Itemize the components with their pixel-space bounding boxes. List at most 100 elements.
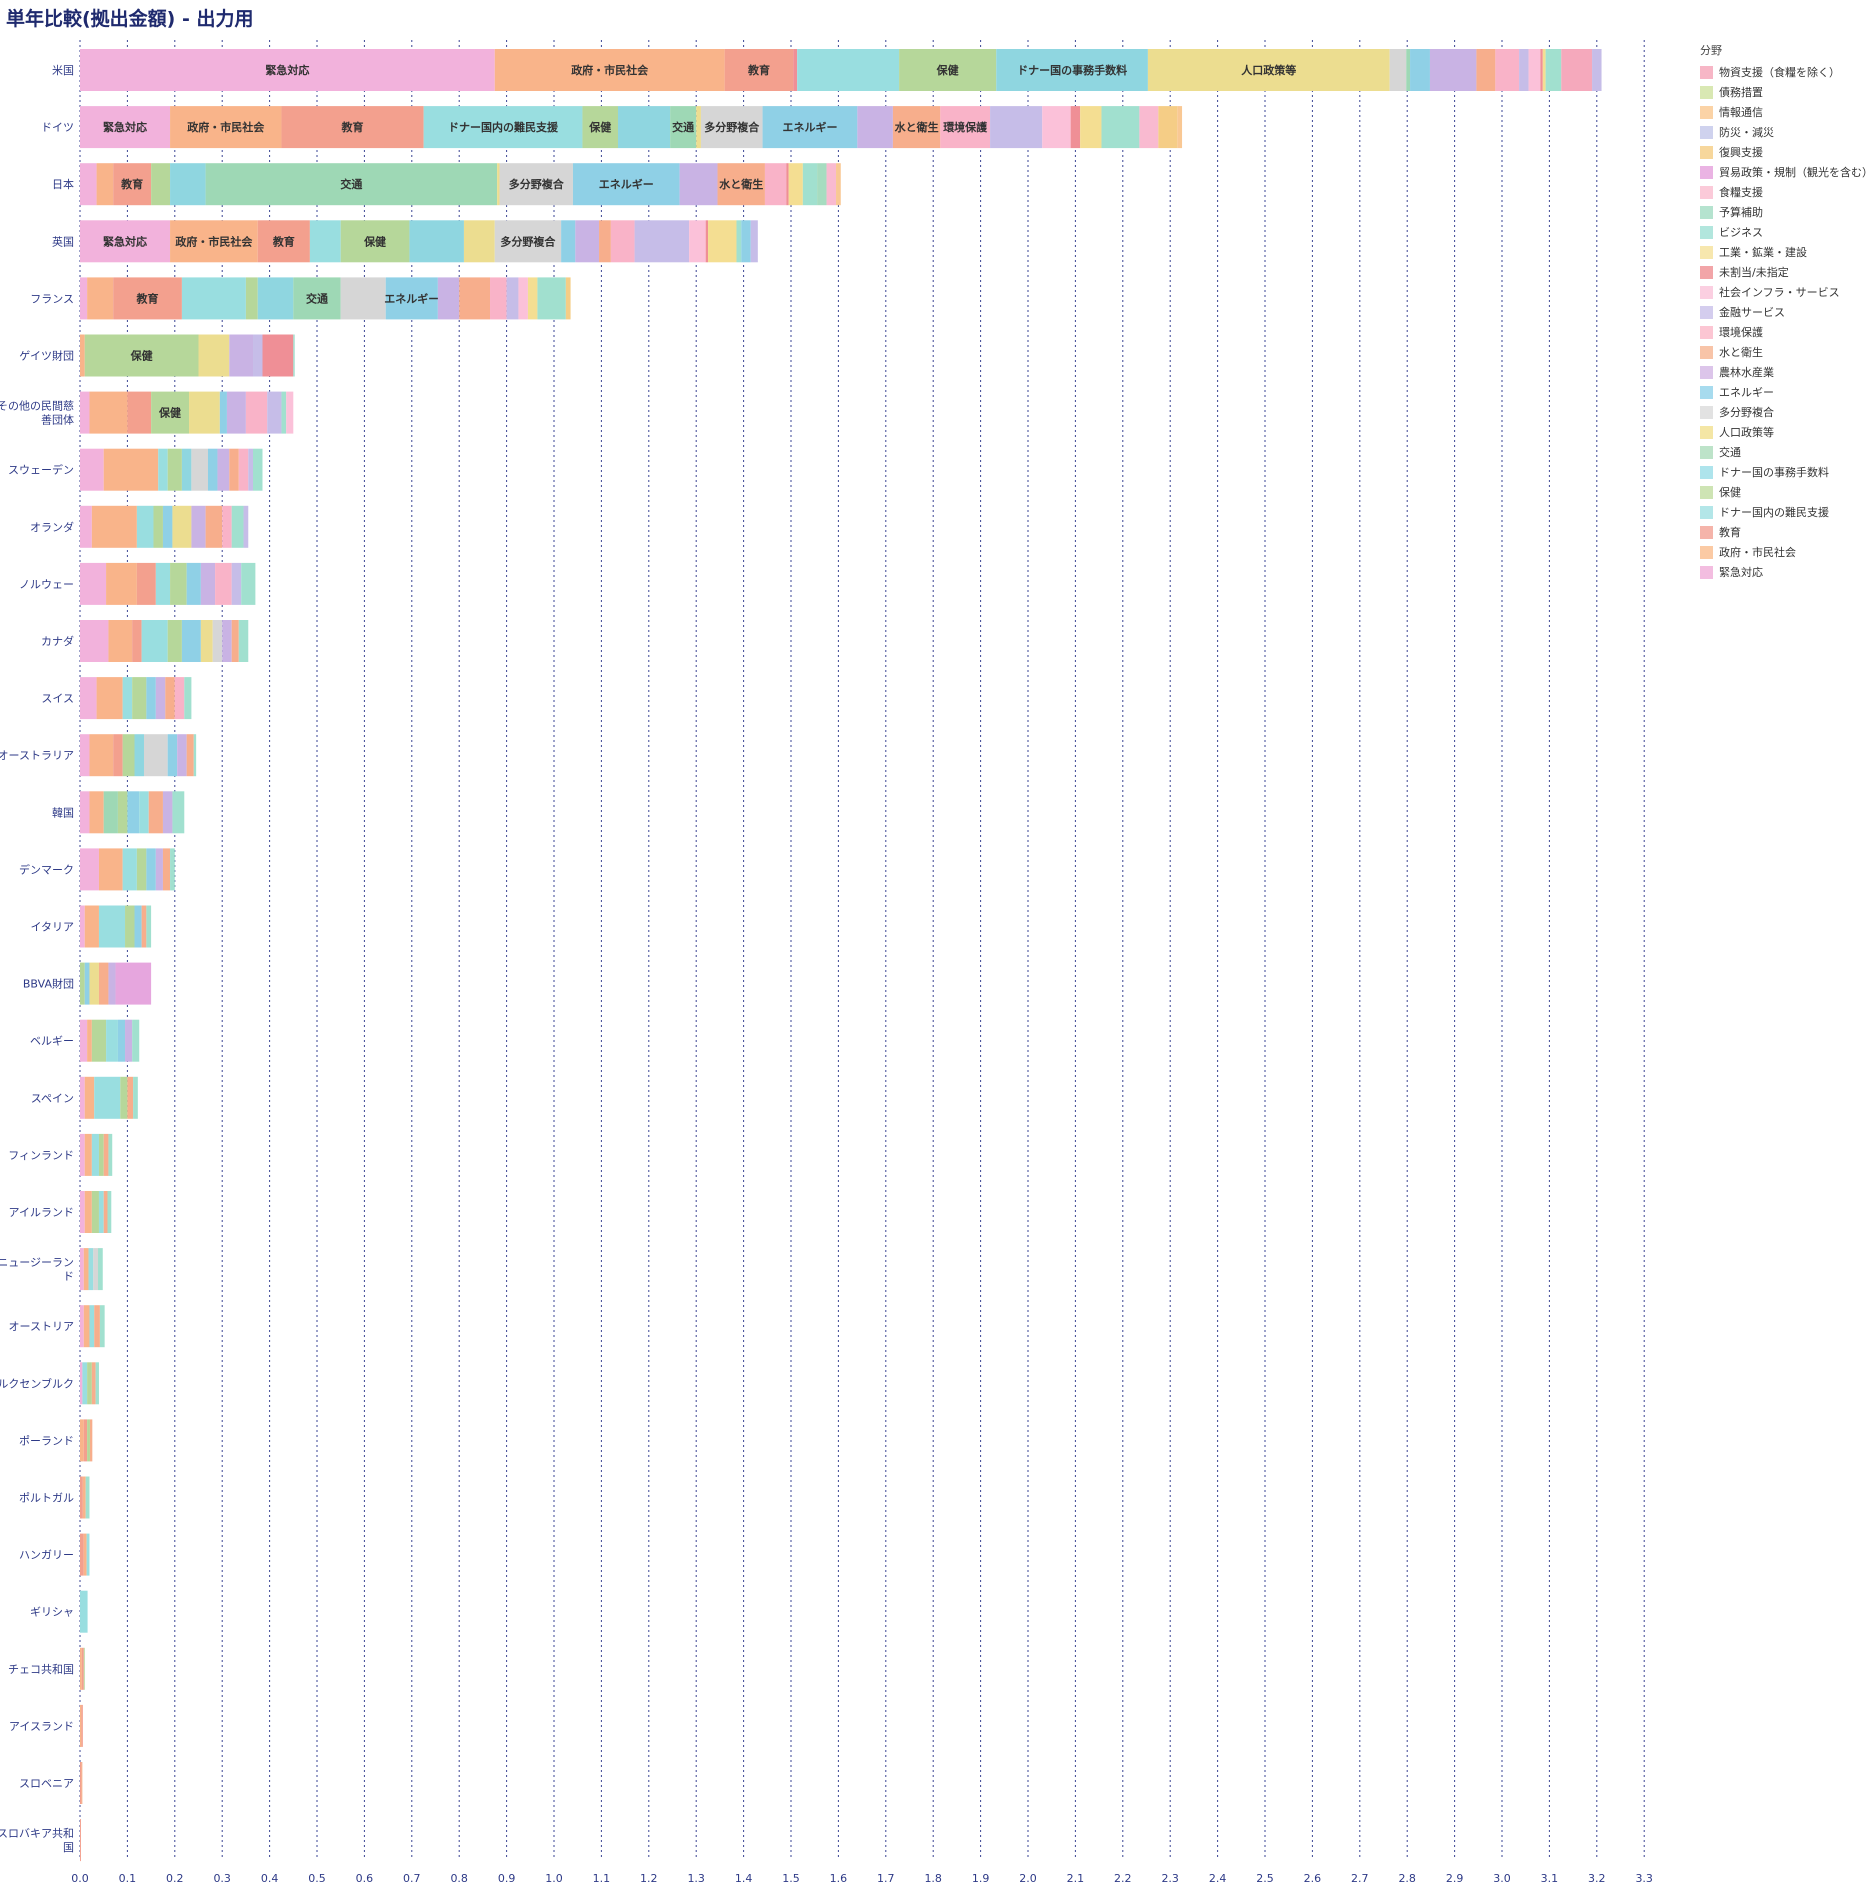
bar-segment[interactable] [89,1305,95,1348]
bar-segment[interactable] [80,1076,85,1119]
bar-segment[interactable] [599,220,611,263]
bar-segment[interactable] [122,734,135,777]
bar-segment[interactable] [170,163,206,206]
bar-segment[interactable] [81,1647,84,1690]
bar-segment[interactable] [705,220,709,263]
bar-segment[interactable] [165,677,175,720]
bar-segment[interactable] [80,448,104,491]
legend-item[interactable]: 社会インフラ・サービス [1700,282,1872,302]
bar-segment[interactable] [797,49,900,91]
bar-segment[interactable] [113,277,182,320]
bar-segment[interactable] [80,791,90,834]
bar-segment[interactable] [82,1362,88,1405]
bar-segment[interactable] [527,277,538,320]
bar-segment[interactable] [125,905,135,948]
bar-segment[interactable] [689,220,706,263]
bar-segment[interactable] [84,334,199,377]
bar-segment[interactable] [80,734,90,777]
bar-segment[interactable] [93,1248,99,1291]
bar-segment[interactable] [634,220,690,263]
bar-segment[interactable] [174,677,185,720]
bar-segment[interactable] [762,106,858,149]
bar-segment[interactable] [561,220,576,263]
legend-item[interactable]: 防災・減災 [1700,122,1872,142]
bar-segment[interactable] [423,106,583,149]
bar-segment[interactable] [518,277,528,320]
bar-segment[interactable] [127,791,140,834]
legend-item[interactable]: 復興支援 [1700,142,1872,162]
bar-segment[interactable] [219,391,227,434]
bar-segment[interactable] [98,848,123,891]
bar-segment[interactable] [80,1133,85,1176]
bar-segment[interactable] [120,1076,128,1119]
bar-segment[interactable] [84,905,99,948]
bar-segment[interactable] [181,620,201,662]
bar-segment[interactable] [817,163,827,206]
bar-segment[interactable] [340,220,410,263]
bar-segment[interactable] [153,505,163,548]
bar-segment[interactable] [83,1248,89,1291]
bar-segment[interactable] [81,1762,83,1804]
bar-segment[interactable] [86,1533,90,1576]
bar-segment[interactable] [679,163,718,206]
legend-item[interactable]: 債務措置 [1700,82,1872,102]
bar-segment[interactable] [617,106,671,149]
bar-segment[interactable] [490,277,507,320]
bar-segment[interactable] [82,1476,86,1519]
bar-segment[interactable] [1542,49,1546,91]
bar-segment[interactable] [96,677,123,720]
bar-segment[interactable] [127,1076,134,1119]
bar-segment[interactable] [162,505,173,548]
bar-segment[interactable] [409,220,464,263]
bar-segment[interactable] [238,620,249,662]
bar-segment[interactable] [80,1704,82,1747]
bar-segment[interactable] [106,1019,118,1062]
bar-segment[interactable] [87,1362,92,1405]
bar-segment[interactable] [96,163,114,206]
bar-segment[interactable] [245,391,268,434]
bar-segment[interactable] [87,277,114,320]
bar-segment[interactable] [205,505,223,548]
bar-segment[interactable] [95,1362,99,1405]
bar-segment[interactable] [80,505,92,548]
bar-segment[interactable] [222,505,232,548]
bar-segment[interactable] [940,106,991,149]
legend-item[interactable]: 食糧支援 [1700,182,1872,202]
legend-item[interactable]: 保健 [1700,482,1872,502]
bar-segment[interactable] [80,620,109,662]
bar-segment[interactable] [191,448,208,491]
bar-segment[interactable] [717,163,765,206]
bar-segment[interactable] [141,620,168,662]
bar-segment[interactable] [262,334,294,377]
bar-segment[interactable] [1158,106,1178,149]
bar-segment[interactable] [1528,49,1541,91]
bar-segment[interactable] [80,1362,83,1405]
bar-segment[interactable] [91,1019,107,1062]
bar-segment[interactable] [572,163,680,206]
bar-segment[interactable] [437,277,460,320]
bar-segment[interactable] [229,334,254,377]
bar-segment[interactable] [146,905,152,948]
bar-segment[interactable] [84,1133,92,1176]
bar-segment[interactable] [84,1076,95,1119]
bar-segment[interactable] [170,848,175,891]
bar-segment[interactable] [84,1191,92,1233]
bar-segment[interactable] [257,277,294,320]
bar-segment[interactable] [836,163,841,206]
bar-segment[interactable] [155,848,163,891]
bar-segment[interactable] [184,677,192,720]
bar-segment[interactable] [189,391,220,434]
bar-segment[interactable] [141,905,147,948]
legend-item[interactable]: 人口政策等 [1700,422,1872,442]
bar-segment[interactable] [83,1647,85,1690]
bar-segment[interactable] [80,1019,88,1062]
bar-segment[interactable] [98,1191,104,1233]
bar-segment[interactable] [83,1305,90,1348]
bar-segment[interactable] [253,448,263,491]
bar-segment[interactable] [108,620,133,662]
bar-segment[interactable] [155,562,171,605]
bar-segment[interactable] [98,962,109,1005]
bar-segment[interactable] [80,49,495,91]
bar-segment[interactable] [267,391,282,434]
legend-item[interactable]: ドナー国の事務手数料 [1700,462,1872,482]
